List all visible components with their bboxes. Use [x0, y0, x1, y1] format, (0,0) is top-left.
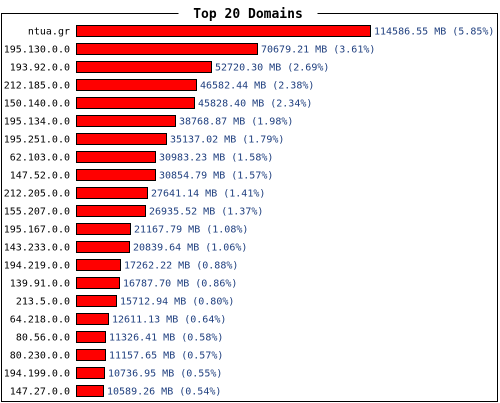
category-labels: ntua.gr 195.130.0.0 193.92.0.0 212.185.0.0 1… — [4, 27, 70, 398]
category-label: 212.185.0.0 — [4, 81, 70, 92]
bar — [76, 385, 104, 397]
value-label: 27641.14 MB (1.41%) — [151, 189, 265, 200]
category-label: 195.251.0.0 — [4, 135, 70, 146]
value-label: 17262.22 MB (0.88%) — [124, 261, 238, 272]
value-label: 30983.23 MB (1.58%) — [159, 153, 273, 164]
bar — [76, 277, 120, 289]
value-label: 70679.21 MB (3.61%) — [261, 45, 375, 56]
category-label: 155.207.0.0 — [4, 207, 70, 218]
category-label: 195.167.0.0 — [4, 225, 70, 236]
value-label: 21167.79 MB (1.08%) — [134, 225, 248, 236]
category-label: 80.56.0.0 — [16, 333, 70, 344]
value-label: 16787.70 MB (0.86%) — [123, 279, 237, 290]
value-label: 52720.30 MB (2.69%) — [215, 63, 329, 74]
bar — [76, 367, 105, 379]
category-label: 213.5.0.0 — [16, 297, 70, 308]
value-label: 10736.95 MB (0.55%) — [108, 369, 222, 380]
category-label: 212.205.0.0 — [4, 189, 70, 200]
value-label: 26935.52 MB (1.37%) — [149, 207, 263, 218]
category-label: 143.233.0.0 — [4, 243, 70, 254]
value-label: 114586.55 MB (5.85%) — [374, 27, 494, 38]
category-label: 195.130.0.0 — [4, 45, 70, 56]
category-label: 147.52.0.0 — [10, 171, 70, 182]
bar — [76, 313, 109, 325]
category-label: 80.230.0.0 — [10, 351, 70, 362]
bar — [76, 79, 197, 91]
value-label: 38768.87 MB (1.98%) — [179, 117, 293, 128]
bar — [76, 61, 212, 73]
category-label: 150.140.0.0 — [4, 99, 70, 110]
bar — [76, 205, 146, 217]
chart-frame — [1, 13, 498, 402]
bar — [76, 187, 148, 199]
bar — [76, 169, 156, 181]
bar — [76, 295, 117, 307]
category-label: 194.199.0.0 — [4, 369, 70, 380]
category-label: 147.27.0.0 — [10, 387, 70, 398]
bar — [76, 43, 258, 55]
chart-title: Top 20 Domains — [193, 7, 303, 22]
value-label: 15712.94 MB (0.80%) — [120, 297, 234, 308]
bar — [76, 115, 176, 127]
value-label: 45828.40 MB (2.34%) — [198, 99, 312, 110]
value-label: 11157.65 MB (0.57%) — [109, 351, 223, 362]
bar — [76, 349, 106, 361]
category-label: 195.134.0.0 — [4, 117, 70, 128]
value-label: 11326.41 MB (0.58%) — [109, 333, 223, 344]
bar — [76, 151, 156, 163]
bar — [76, 97, 195, 109]
category-label: 139.91.0.0 — [10, 279, 70, 290]
value-label: 20839.64 MB (1.06%) — [133, 243, 247, 254]
bars — [76, 25, 371, 397]
category-label: 194.219.0.0 — [4, 261, 70, 272]
frame-border — [1, 13, 498, 402]
bar — [76, 331, 106, 343]
bar — [76, 133, 167, 145]
bar — [76, 223, 131, 235]
value-label: 30854.79 MB (1.57%) — [159, 171, 273, 182]
bar — [76, 259, 121, 271]
bar — [76, 241, 130, 253]
value-label: 35137.02 MB (1.79%) — [170, 135, 284, 146]
value-label: 46582.44 MB (2.38%) — [200, 81, 314, 92]
bar — [76, 25, 371, 37]
category-label: 62.103.0.0 — [10, 153, 70, 164]
value-label: 12611.13 MB (0.64%) — [112, 315, 226, 326]
category-label: 64.218.0.0 — [10, 315, 70, 326]
value-labels: 114586.55 MB (5.85%) 70679.21 MB (3.61%) 5… — [107, 27, 494, 398]
category-label: ntua.gr — [28, 27, 70, 38]
category-label: 193.92.0.0 — [10, 63, 70, 74]
value-label: 10589.26 MB (0.54%) — [107, 387, 221, 398]
